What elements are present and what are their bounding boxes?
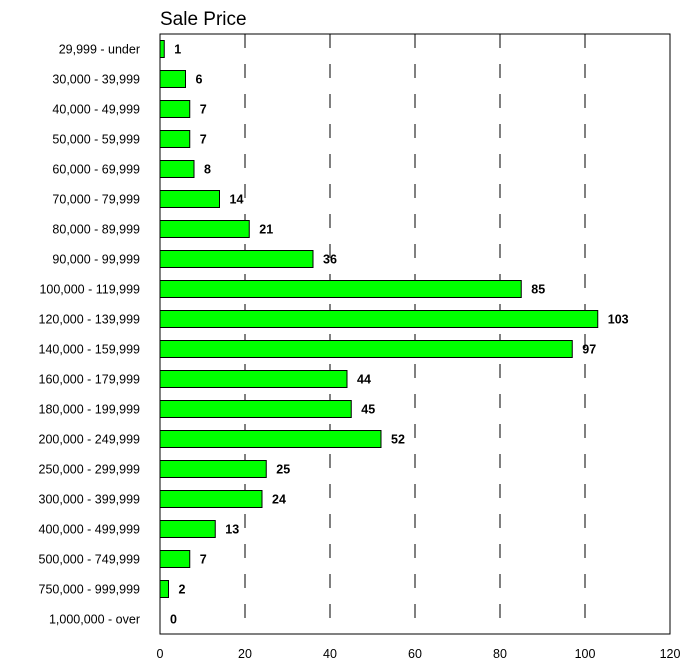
bars [159,40,599,598]
bar [159,430,382,448]
bar [159,40,165,58]
value-label: 7 [200,133,207,147]
category-label: 90,000 - 99,999 [52,253,140,267]
value-label: 44 [357,373,371,387]
category-label: 120,000 - 139,999 [39,313,141,327]
value-label: 0 [170,613,177,627]
category-label: 180,000 - 199,999 [39,403,141,417]
x-tick-label: 120 [660,647,681,661]
value-label: 7 [200,103,207,117]
bar [159,100,191,118]
value-label: 24 [272,493,286,507]
value-label: 21 [259,223,273,237]
x-tick-label: 60 [408,647,422,661]
category-label: 40,000 - 49,999 [52,103,140,117]
bar [159,160,195,178]
category-label: 70,000 - 79,999 [52,193,140,207]
category-label: 160,000 - 179,999 [39,373,141,387]
category-label: 250,000 - 299,999 [39,463,141,477]
category-label: 60,000 - 69,999 [52,163,140,177]
x-tick-label: 100 [575,647,596,661]
bar [159,460,267,478]
bar [159,190,220,208]
category-label: 300,000 - 399,999 [39,493,141,507]
value-label: 52 [391,433,405,447]
bar [159,400,352,418]
bar [159,580,169,598]
category-label: 80,000 - 89,999 [52,223,140,237]
value-label: 7 [200,553,207,567]
value-label: 13 [225,523,239,537]
category-label: 1,000,000 - over [49,613,140,627]
bar [159,280,522,298]
category-label: 500,000 - 749,999 [39,553,141,567]
bar [159,70,186,88]
value-label: 1 [174,43,181,57]
value-label: 45 [361,403,375,417]
category-label: 200,000 - 249,999 [39,433,141,447]
category-label: 100,000 - 119,999 [39,283,140,297]
category-label: 750,000 - 999,999 [39,583,141,597]
value-label: 2 [179,583,186,597]
category-label: 400,000 - 499,999 [39,523,141,537]
category-label: 30,000 - 39,999 [52,73,140,87]
bar [159,370,348,388]
category-label: 50,000 - 59,999 [52,133,140,147]
x-tick-label: 20 [238,647,252,661]
value-label: 8 [204,163,211,177]
value-label: 25 [276,463,290,477]
gridlines [244,34,586,634]
bar [159,310,599,328]
value-label: 85 [531,283,545,297]
value-label: 6 [196,73,203,87]
bar [159,220,250,238]
bar [159,130,191,148]
x-axis-tick-labels: 0 20 40 60 80 100 120 [157,647,681,661]
value-label: 103 [608,313,629,327]
category-label: 140,000 - 159,999 [39,343,141,357]
chart-title: Sale Price [160,9,247,30]
bar [159,550,191,568]
category-label: 29,999 - under [59,43,140,57]
bar [159,250,314,268]
bar [159,340,573,358]
x-tick-label: 80 [493,647,507,661]
value-label: 97 [582,343,596,357]
bar [159,520,216,538]
x-tick-label: 0 [157,647,164,661]
x-tick-label: 40 [323,647,337,661]
category-labels: 29,999 - under 30,000 - 39,999 40,000 - 49… [39,43,141,627]
value-label: 36 [323,253,337,267]
value-label: 14 [230,193,244,207]
bar [159,490,263,508]
value-labels: 1 6 7 7 8 14 21 36 85 103 97 44 45 52 25 24 13 7 2 0 [170,43,629,627]
